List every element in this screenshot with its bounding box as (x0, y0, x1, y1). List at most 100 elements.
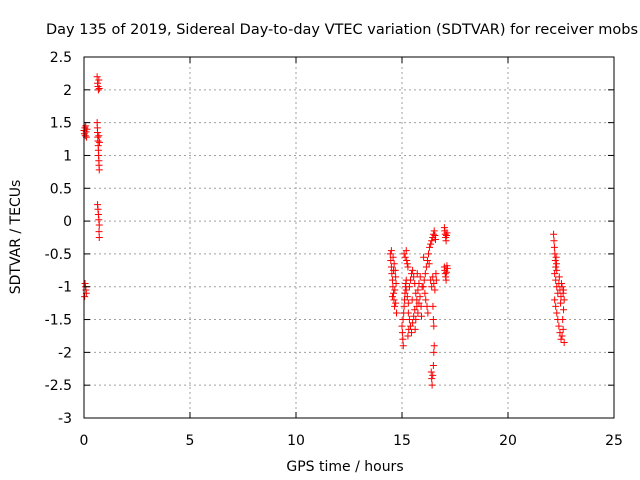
data-points (80, 73, 568, 389)
data-point (403, 293, 411, 301)
y-tick-label: 2.5 (50, 50, 72, 66)
data-point (551, 250, 559, 258)
y-tick-label: 1 (63, 148, 72, 164)
data-point (555, 322, 563, 330)
data-point (560, 306, 568, 314)
data-point (431, 286, 439, 294)
data-point (81, 293, 89, 301)
data-point (427, 240, 435, 248)
data-point (412, 316, 420, 324)
y-tick-label: 0 (63, 214, 72, 230)
data-point (559, 316, 567, 324)
data-point (95, 234, 103, 241)
data-point (551, 256, 559, 264)
data-point (390, 289, 398, 297)
data-point (413, 270, 421, 278)
data-point (95, 85, 103, 93)
data-point (550, 237, 558, 245)
data-point (410, 273, 418, 281)
data-point (429, 230, 437, 238)
data-point (387, 247, 395, 255)
data-point (392, 279, 400, 287)
y-tick-label: -1.5 (45, 313, 72, 329)
data-point (425, 250, 432, 258)
data-point (403, 260, 411, 268)
data-point (95, 132, 103, 140)
data-point (390, 260, 398, 268)
data-point (400, 302, 408, 310)
data-point (553, 309, 561, 317)
data-point (411, 325, 419, 333)
data-point (95, 166, 103, 174)
data-point (404, 309, 412, 317)
data-point (420, 253, 428, 261)
data-point (432, 276, 440, 284)
y-tick-label: -2 (58, 345, 72, 361)
data-point (429, 361, 437, 369)
data-point (558, 283, 566, 291)
data-point (431, 232, 439, 240)
y-axis-label: SDTVAR / TECUs (8, 180, 24, 295)
data-point (388, 293, 396, 301)
data-point (428, 381, 436, 389)
data-point (557, 279, 565, 287)
data-point (558, 332, 566, 340)
data-point (398, 322, 406, 330)
data-point (428, 375, 436, 383)
y-tick-label: 2 (63, 83, 72, 99)
data-point (95, 221, 103, 229)
data-point (419, 283, 427, 291)
data-point (560, 286, 568, 294)
y-tick-label: 0.5 (50, 181, 72, 197)
data-point (552, 253, 560, 261)
data-point (443, 268, 451, 276)
data-point (415, 299, 423, 307)
y-tick-label: -0.5 (45, 247, 72, 263)
data-point (391, 286, 399, 294)
data-point (428, 237, 436, 245)
data-point (414, 286, 422, 294)
data-point (442, 276, 450, 284)
plot-frame (83, 56, 615, 419)
data-point (552, 263, 560, 271)
data-point (553, 260, 561, 268)
data-point (416, 273, 424, 281)
data-point (415, 279, 423, 287)
data-point (430, 348, 438, 356)
data-point (83, 125, 91, 133)
y-tick-label: -2.5 (45, 378, 72, 394)
data-point (557, 299, 565, 307)
data-point (409, 266, 417, 274)
data-point (422, 296, 430, 304)
data-point (424, 309, 432, 317)
data-point (560, 339, 568, 347)
data-point (399, 342, 407, 350)
x-tick-label: 10 (287, 433, 305, 449)
data-point (430, 342, 438, 350)
data-point (560, 296, 568, 304)
x-tick-label: 5 (186, 433, 195, 449)
data-point (421, 289, 429, 297)
data-point (93, 73, 101, 81)
data-point (404, 299, 412, 307)
data-point (550, 230, 558, 238)
data-point (430, 227, 438, 235)
data-point (553, 266, 561, 274)
data-point (402, 286, 410, 294)
x-tick-labels: 0 5 10 15 20 25 (80, 433, 623, 449)
data-point (408, 296, 416, 304)
data-point (418, 312, 426, 320)
data-point (443, 229, 451, 237)
data-point (401, 253, 409, 261)
data-point (557, 335, 565, 343)
data-point (404, 332, 412, 340)
y-tick-label: -3 (58, 411, 72, 427)
data-point (420, 276, 428, 284)
data-point (426, 243, 434, 251)
data-point (95, 138, 103, 146)
y-tick-label: -1 (58, 280, 72, 296)
data-point (414, 309, 422, 317)
y-tick-labels: 2.5 2 1.5 1 0.5 0 -0.5 -1 -1.5 -2 -2.5 -3 (45, 50, 72, 427)
data-point (421, 270, 429, 278)
